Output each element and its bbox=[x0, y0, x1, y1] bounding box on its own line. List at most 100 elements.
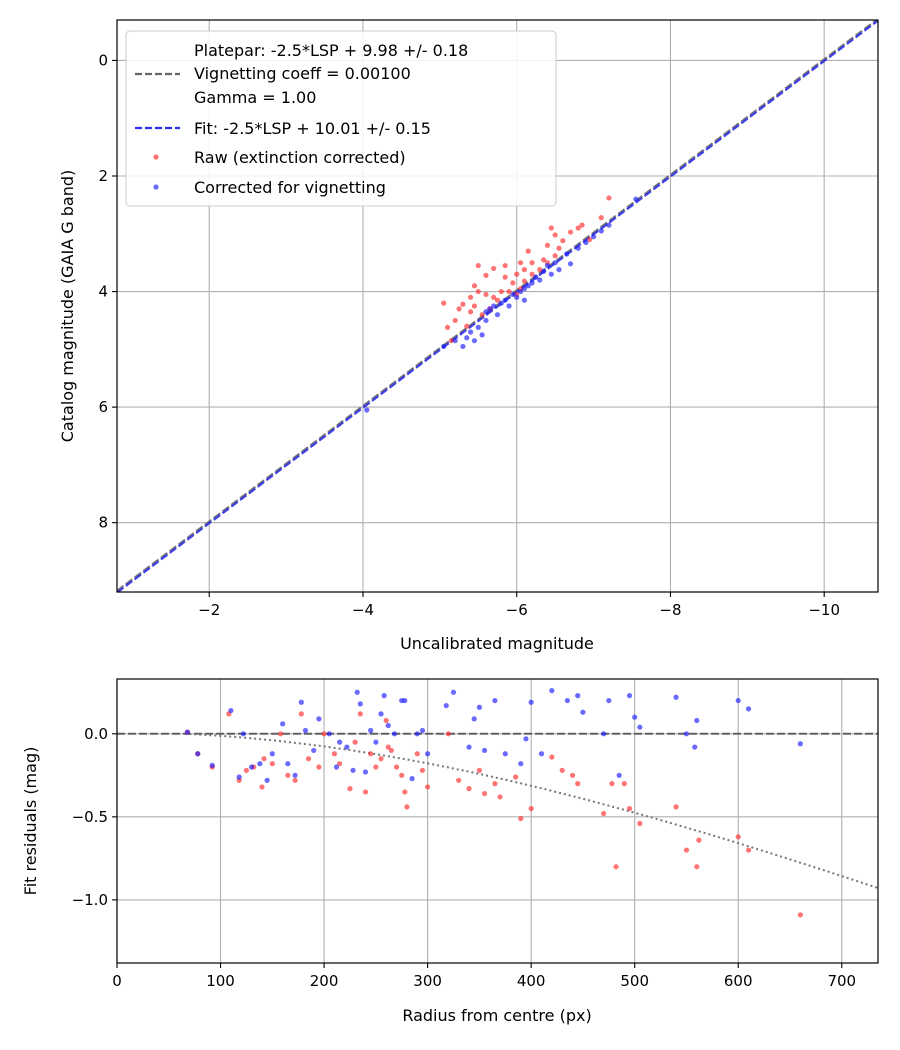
corrected-point bbox=[552, 260, 558, 266]
raw-point bbox=[404, 804, 410, 810]
y-tick-label: 4 bbox=[98, 283, 108, 301]
corrected-point bbox=[580, 709, 586, 715]
raw-point bbox=[331, 751, 338, 757]
corrected-point bbox=[492, 697, 498, 704]
corrected-point bbox=[538, 751, 545, 757]
raw-point bbox=[494, 297, 501, 303]
raw-point bbox=[497, 794, 503, 800]
y-tick-label: 0.0 bbox=[84, 725, 108, 743]
corrected-point bbox=[471, 338, 478, 344]
corrected-point bbox=[475, 324, 481, 330]
raw-point bbox=[467, 309, 474, 315]
raw-point bbox=[621, 781, 627, 787]
corrected-point bbox=[264, 777, 270, 783]
raw-point bbox=[517, 260, 524, 266]
raw-point bbox=[362, 789, 369, 795]
corrected-point bbox=[502, 751, 508, 757]
raw-point bbox=[292, 777, 298, 783]
corrected-point bbox=[575, 693, 581, 699]
raw-point bbox=[321, 731, 327, 737]
corrected-point bbox=[419, 727, 426, 734]
corrected-point bbox=[487, 306, 493, 312]
raw-point bbox=[528, 805, 534, 812]
corrected-point bbox=[209, 762, 215, 768]
raw-point bbox=[467, 294, 474, 300]
raw-point bbox=[471, 303, 478, 309]
raw-point bbox=[552, 232, 558, 238]
residuals-x-axis-label: Radius from centre (px) bbox=[402, 1006, 591, 1025]
corrected-point bbox=[491, 303, 497, 309]
corrected-point bbox=[385, 722, 391, 729]
legend-fit-label: Fit: -2.5*LSP + 10.01 +/- 0.15 bbox=[194, 119, 431, 138]
raw-point bbox=[559, 767, 565, 773]
corrected-point bbox=[494, 312, 501, 318]
raw-point bbox=[456, 777, 462, 783]
corrected-point bbox=[425, 751, 431, 757]
y-tick-label: 0 bbox=[98, 51, 108, 69]
raw-point bbox=[414, 751, 420, 757]
x-tick-label: 500 bbox=[620, 972, 649, 990]
legend-frame bbox=[125, 30, 557, 207]
corrected-point bbox=[533, 274, 539, 280]
fit-line bbox=[117, 20, 878, 592]
corrected-point bbox=[316, 716, 322, 722]
raw-point bbox=[460, 301, 466, 307]
raw-point bbox=[694, 864, 700, 870]
raw-point bbox=[579, 222, 585, 228]
raw-point bbox=[637, 820, 643, 827]
raw-point bbox=[548, 225, 554, 231]
corrected-point bbox=[248, 764, 255, 770]
raw-point bbox=[475, 288, 481, 295]
raw-point bbox=[471, 283, 478, 289]
corrected-point bbox=[354, 689, 360, 695]
corrected-point bbox=[518, 761, 524, 767]
corrected-point bbox=[735, 697, 741, 704]
raw-point bbox=[560, 238, 566, 244]
raw-point bbox=[549, 754, 555, 760]
corrected-point bbox=[441, 343, 447, 350]
raw-point bbox=[502, 262, 508, 269]
corrected-point bbox=[797, 741, 803, 747]
raw-point bbox=[479, 312, 485, 318]
corrected-point bbox=[632, 714, 638, 720]
corrected-point bbox=[344, 744, 350, 750]
raw-point bbox=[745, 847, 752, 853]
corrected-point bbox=[523, 736, 529, 742]
raw-point bbox=[456, 306, 462, 312]
corrected-point bbox=[590, 234, 597, 240]
corrected-point bbox=[483, 309, 489, 315]
x-tick-label: 400 bbox=[517, 972, 546, 990]
raw-point bbox=[498, 288, 504, 295]
raw-point bbox=[518, 815, 524, 822]
raw-point bbox=[269, 761, 275, 767]
corrected-point bbox=[333, 764, 340, 770]
x-tick-label: 0 bbox=[112, 972, 122, 990]
corrected-point bbox=[575, 245, 581, 251]
x-tick-label: 600 bbox=[724, 972, 753, 990]
calibration-x-axis-label: Uncalibrated magnitude bbox=[400, 634, 594, 653]
corrected-point bbox=[280, 721, 286, 727]
corrected-point bbox=[564, 697, 570, 704]
corrected-point bbox=[521, 297, 528, 303]
corrected-point bbox=[414, 731, 420, 737]
corrected-point bbox=[269, 751, 275, 757]
raw-point bbox=[626, 805, 633, 812]
residuals-grid bbox=[116, 679, 878, 963]
raw-point bbox=[464, 323, 470, 329]
residuals-y-axis-label: Fit residuals (mag) bbox=[21, 747, 40, 896]
corrected-point bbox=[745, 706, 752, 712]
corrected-point bbox=[364, 407, 370, 413]
raw-point bbox=[483, 272, 489, 278]
corrected-point bbox=[471, 716, 477, 722]
raw-point bbox=[521, 278, 528, 284]
raw-point bbox=[510, 280, 516, 286]
y-tick-label: 6 bbox=[98, 398, 108, 416]
residuals-points bbox=[184, 688, 803, 918]
raw-point bbox=[285, 772, 291, 778]
legend-corrected-marker bbox=[153, 184, 159, 190]
corrected-point bbox=[692, 744, 698, 750]
residuals-ticks: 0 100 200 300 400 500 600 700 0.0 −0.5 −1.0 bbox=[72, 725, 857, 990]
corrected-point bbox=[450, 689, 457, 695]
corrected-point bbox=[633, 196, 639, 202]
